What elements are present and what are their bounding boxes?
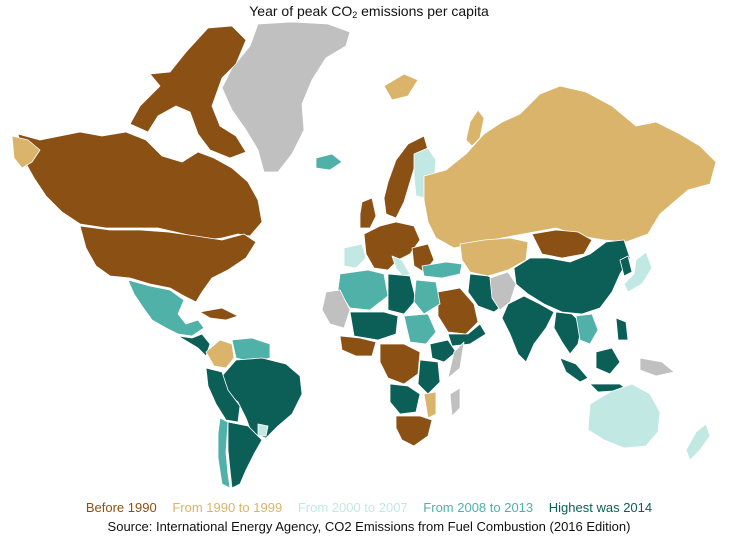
- borneo[interactable]: [595, 347, 621, 375]
- libya[interactable]: [387, 273, 417, 315]
- mongolia[interactable]: [531, 229, 593, 259]
- caribbean-islands[interactable]: [199, 307, 239, 321]
- ethiopia[interactable]: [429, 339, 457, 363]
- iberia[interactable]: [343, 243, 367, 269]
- source-note: Source: International Energy Agency, CO2…: [107, 519, 631, 534]
- title-suffix: emissions per capita: [357, 3, 489, 19]
- legend-item-2008-2013: From 2008 to 2013: [423, 500, 534, 515]
- india[interactable]: [501, 295, 555, 363]
- saudi-arabia[interactable]: [437, 287, 479, 335]
- peru-bolivia[interactable]: [205, 367, 241, 423]
- philippines[interactable]: [615, 317, 629, 341]
- legend-item-2000-2007: From 2000 to 2007: [297, 500, 408, 515]
- title-subscript: 2: [352, 10, 358, 20]
- indochina[interactable]: [575, 313, 599, 345]
- western-europe[interactable]: [363, 221, 421, 271]
- sudan[interactable]: [403, 313, 437, 345]
- canada[interactable]: [17, 131, 263, 241]
- australia[interactable]: [587, 383, 661, 449]
- russia[interactable]: [423, 85, 717, 249]
- alaska[interactable]: [11, 135, 41, 169]
- papua[interactable]: [639, 357, 675, 377]
- legend: Before 1990 From 1990 to 1999 From 2000 …: [0, 500, 738, 515]
- new-zealand[interactable]: [685, 423, 711, 461]
- chile[interactable]: [217, 417, 231, 489]
- mozambique[interactable]: [423, 391, 437, 419]
- sumatra[interactable]: [559, 357, 589, 383]
- colombia[interactable]: [205, 339, 235, 369]
- iceland[interactable]: [315, 153, 343, 171]
- west-africa[interactable]: [339, 335, 377, 357]
- southeast-asia[interactable]: [553, 311, 583, 355]
- west-sahara[interactable]: [321, 289, 351, 329]
- somalia[interactable]: [447, 341, 465, 379]
- severnaya-zemlya[interactable]: [383, 73, 419, 101]
- novaya-zemlya[interactable]: [465, 109, 485, 147]
- venezuela-guianas[interactable]: [231, 337, 271, 363]
- madagascar[interactable]: [449, 387, 461, 417]
- east-africa[interactable]: [417, 359, 441, 395]
- world-map: [11, 22, 717, 489]
- argentina[interactable]: [227, 421, 263, 489]
- mexico[interactable]: [127, 279, 205, 337]
- southern-africa[interactable]: [395, 415, 433, 447]
- united-kingdom[interactable]: [359, 197, 377, 229]
- japan[interactable]: [623, 251, 653, 293]
- central-america[interactable]: [177, 333, 211, 357]
- angola-zambia[interactable]: [389, 383, 421, 415]
- greenland[interactable]: [221, 22, 351, 173]
- legend-item-1990-1999: From 1990 to 1999: [172, 500, 283, 515]
- kazakhstan-central-asia[interactable]: [459, 237, 529, 277]
- korea[interactable]: [619, 255, 633, 277]
- uruguay[interactable]: [257, 423, 269, 437]
- canada-arctic-islands[interactable]: [129, 25, 247, 159]
- title-prefix: Year of peak CO: [249, 3, 353, 19]
- united-states[interactable]: [79, 225, 257, 303]
- china[interactable]: [513, 239, 631, 315]
- afghanistan-pakistan[interactable]: [489, 271, 517, 311]
- legend-item-before-1990: Before 1990: [85, 500, 157, 515]
- sahel-central[interactable]: [349, 311, 399, 341]
- turkey[interactable]: [421, 261, 463, 279]
- map-title: Year of peak CO2 emissions per capita: [0, 3, 738, 20]
- legend-item-2014: Highest was 2014: [548, 500, 653, 515]
- egypt[interactable]: [413, 279, 441, 315]
- congo-basin[interactable]: [379, 343, 421, 385]
